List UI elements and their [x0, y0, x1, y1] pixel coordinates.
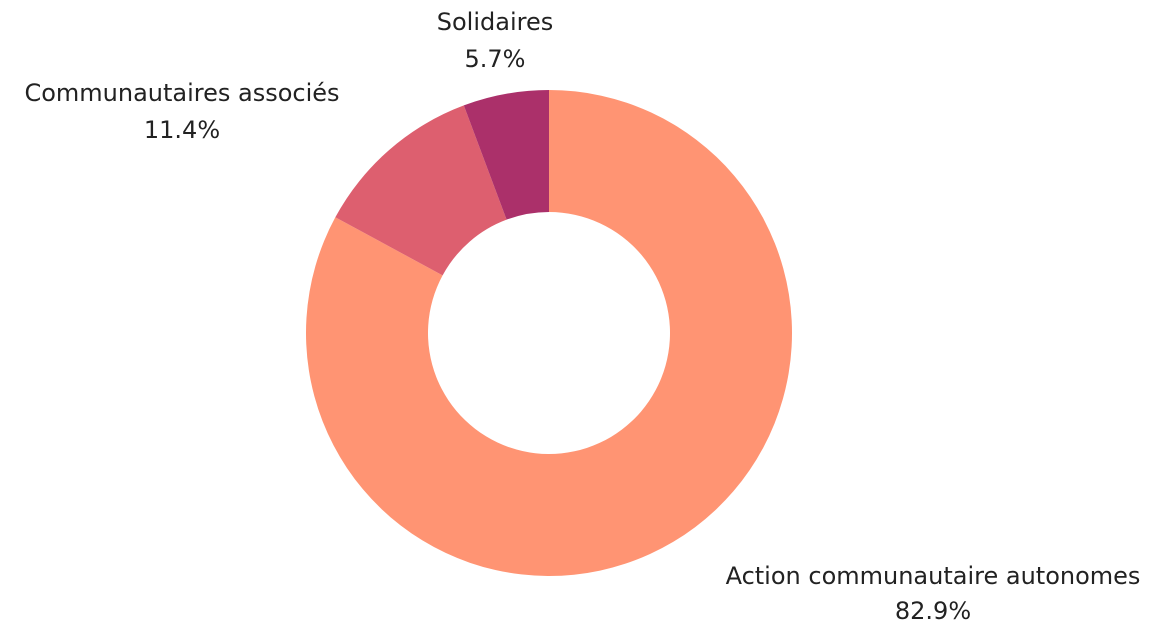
slices-layer — [305, 90, 792, 576]
slice-label-communautaires-associes: Communautaires associés — [24, 79, 339, 107]
slice-solidaires — [463, 90, 549, 220]
slice-label-action-communautaire-autonomes: Action communautaire autonomes — [726, 562, 1141, 590]
labels-layer: Action communautaire autonomes 82.9% Commu… — [24, 8, 1141, 625]
slice-value-action-communautaire-autonomes: 82.9% — [895, 597, 971, 624]
slice-communautaires-associes — [335, 105, 507, 276]
slice-value-solidaires: 5.7% — [465, 45, 526, 73]
slice-label-solidaires: Solidaires — [437, 8, 553, 36]
slice-value-communautaires-associes: 11.4% — [144, 116, 220, 144]
slice-action-communautaire-autonomes — [305, 90, 792, 576]
